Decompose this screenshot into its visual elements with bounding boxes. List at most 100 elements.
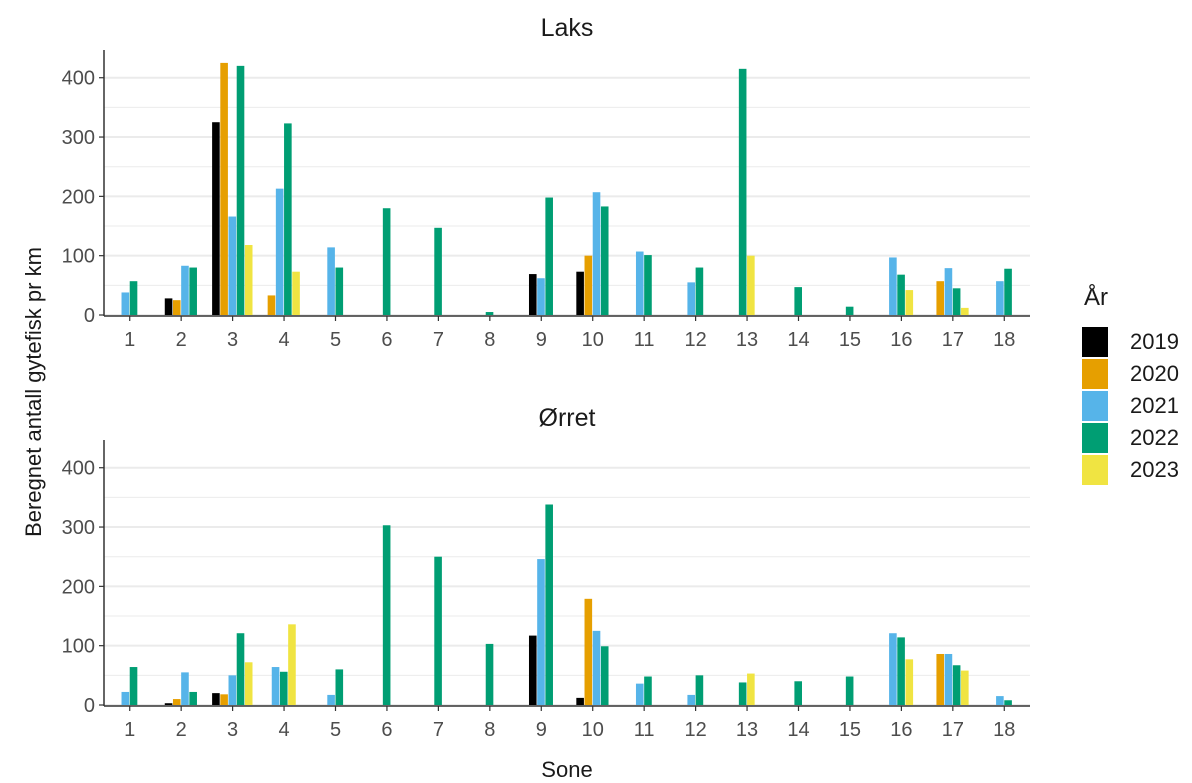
bar-laks-sone-17-2020 <box>936 281 945 315</box>
bar-laks-sone-9-2022 <box>545 197 553 315</box>
orret-x-tick-label: 9 <box>536 719 547 741</box>
bar-laks-sone-10-2020 <box>584 255 593 315</box>
laks-x-tick-label: 7 <box>433 329 444 351</box>
legend: År 2019 2020 2021 2022 2023 <box>1082 284 1179 486</box>
laks-x-tick-label: 12 <box>684 329 706 351</box>
legend-label-2019: 2019 <box>1130 329 1179 354</box>
bar-laks-sone-18-2021 <box>996 281 1004 315</box>
bar-laks-sone-10-2021 <box>592 192 601 315</box>
bar-orret-sone-6-2022 <box>382 525 391 705</box>
bar-laks-sone-13-2022 <box>738 68 747 315</box>
legend-swatch-2019 <box>1082 327 1108 357</box>
laks-x-tick-label: 3 <box>227 329 238 351</box>
bar-laks-sone-11-2021 <box>635 251 644 315</box>
bar-laks-sone-2-2021 <box>181 265 189 315</box>
orret-x-tick-label: 6 <box>381 719 392 741</box>
bar-laks-sone-16-2021 <box>889 257 897 315</box>
legend-label-2021: 2021 <box>1130 393 1179 418</box>
bar-orret-sone-16-2022 <box>897 637 905 705</box>
bar-laks-sone-17-2022 <box>952 288 961 315</box>
orret-x-tick-label: 18 <box>993 719 1015 741</box>
bar-laks-sone-3-2019 <box>212 122 220 315</box>
legend-swatch-2022 <box>1082 423 1108 453</box>
bar-laks-sone-4-2022 <box>284 123 292 315</box>
bar-orret-sone-5-2021 <box>327 694 335 705</box>
bar-laks-sone-4-2023 <box>292 271 300 315</box>
bar-orret-sone-3-2023 <box>244 662 253 705</box>
bar-orret-sone-15-2022 <box>845 676 854 705</box>
bar-laks-sone-10-2019 <box>576 271 584 315</box>
bar-orret-sone-17-2020 <box>936 653 945 705</box>
bar-laks-sone-9-2019 <box>528 274 537 315</box>
bar-orret-sone-9-2021 <box>537 559 545 705</box>
laks-x-tick-label: 9 <box>536 329 547 351</box>
panel-title-laks: Laks <box>540 14 594 42</box>
legend-label-2020: 2020 <box>1130 361 1179 386</box>
bar-orret-sone-4-2021 <box>271 667 280 705</box>
bar-laks-sone-5-2021 <box>327 247 335 315</box>
bar-orret-sone-5-2022 <box>335 669 344 705</box>
bar-laks-sone-18-2022 <box>1004 268 1012 315</box>
bar-orret-sone-12-2021 <box>687 694 696 705</box>
legend-title: År <box>1084 284 1108 311</box>
legend-item-2021: 2021 <box>1082 390 1179 422</box>
orret-y-tick-label: 300 <box>62 517 95 539</box>
laks-y-tick-label: 100 <box>62 246 95 268</box>
bar-orret-sone-4-2023 <box>288 624 296 705</box>
bar-orret-sone-10-2019 <box>576 697 584 705</box>
bar-laks-sone-16-2022 <box>897 274 905 315</box>
bar-orret-sone-16-2023 <box>905 659 914 705</box>
bar-laks-sone-3-2021 <box>228 216 237 315</box>
laks-x-tick-label: 4 <box>278 329 289 351</box>
bar-orret-sone-1-2021 <box>121 691 130 705</box>
bar-laks-sone-9-2021 <box>537 278 545 315</box>
orret-x-tick-label: 4 <box>278 719 289 741</box>
bar-orret-sone-10-2020 <box>584 598 593 705</box>
legend-swatch-2021 <box>1082 391 1108 421</box>
legend-item-2020: 2020 <box>1082 358 1179 390</box>
orret-y-tick-label: 400 <box>62 458 95 480</box>
laks-x-tick-label: 11 <box>634 329 655 351</box>
legend-item-2023: 2023 <box>1082 454 1179 486</box>
bar-laks-sone-3-2022 <box>236 65 245 315</box>
laks-x-tick-label: 6 <box>381 329 392 351</box>
laks-x-tick-label: 1 <box>124 329 135 351</box>
bar-orret-sone-3-2020 <box>220 694 228 705</box>
laks-x-tick-label: 10 <box>582 329 604 351</box>
bar-laks-sone-8-2022 <box>485 312 494 315</box>
orret-y-tick-label: 200 <box>62 576 95 598</box>
orret-x-tick-label: 11 <box>634 719 655 741</box>
bar-orret-sone-3-2022 <box>236 633 245 705</box>
bar-laks-sone-1-2022 <box>129 281 138 315</box>
legend-item-2022: 2022 <box>1082 422 1179 454</box>
bar-laks-sone-10-2022 <box>600 206 609 315</box>
orret-x-tick-label: 7 <box>433 719 444 741</box>
orret-x-tick-label: 14 <box>787 719 809 741</box>
laks-y-tick-label: 200 <box>62 186 95 208</box>
laks-x-tick-label: 18 <box>993 329 1015 351</box>
orret-x-tick-label: 17 <box>942 719 964 741</box>
panel-title-orret: Ørret <box>538 404 596 432</box>
bar-orret-sone-3-2021 <box>228 675 237 705</box>
bar-laks-sone-5-2022 <box>335 267 344 315</box>
orret-x-tick-label: 12 <box>684 719 706 741</box>
bar-orret-sone-11-2021 <box>635 683 644 705</box>
bar-orret-sone-1-2022 <box>129 667 138 705</box>
bar-laks-sone-2-2020 <box>172 300 181 315</box>
bar-laks-sone-12-2022 <box>695 267 704 315</box>
bar-orret-sone-14-2022 <box>794 681 802 705</box>
laks-y-tick-label: 0 <box>84 305 95 327</box>
laks-y-tick-label: 300 <box>62 127 95 149</box>
orret-x-tick-label: 3 <box>227 719 238 741</box>
laks-x-tick-label: 16 <box>890 329 912 351</box>
bar-orret-sone-18-2021 <box>996 696 1004 705</box>
bar-laks-sone-3-2020 <box>220 62 228 315</box>
bar-orret-sone-9-2022 <box>545 504 553 705</box>
bar-orret-sone-3-2019 <box>212 693 220 705</box>
laks-x-tick-label: 15 <box>839 329 861 351</box>
orret-x-tick-label: 5 <box>330 719 341 741</box>
bar-orret-sone-8-2022 <box>485 643 494 705</box>
legend-label-2023: 2023 <box>1130 457 1179 482</box>
orret-x-tick-label: 16 <box>890 719 912 741</box>
y-axis-label: Beregnet antall gytefisk pr km <box>21 247 46 537</box>
